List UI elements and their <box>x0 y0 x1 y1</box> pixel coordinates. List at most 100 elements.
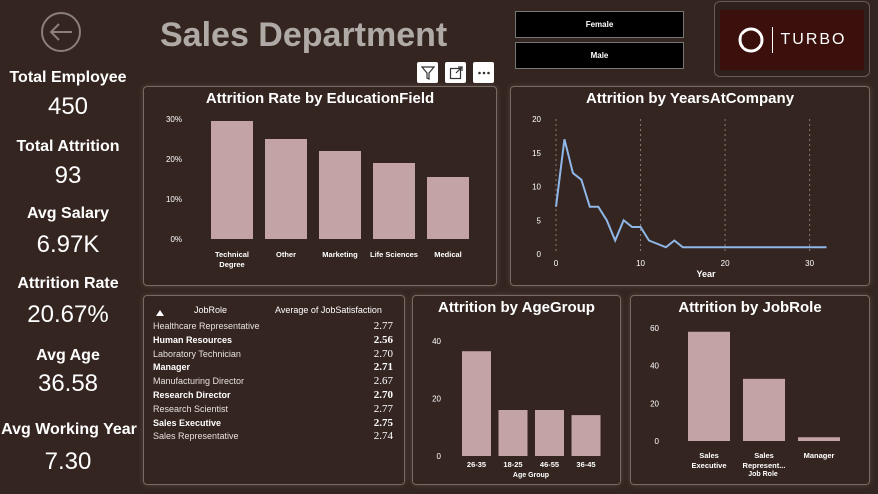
bar <box>743 378 785 441</box>
table-row[interactable]: Sales Executive 2.75 <box>153 416 393 431</box>
x-tick-label: 20 <box>721 259 730 268</box>
chart-education-panel[interactable]: Attrition Rate by EducationField 0% 10% 20… <box>143 86 497 286</box>
satisfaction-cell: 2.77 <box>373 320 393 332</box>
table-row[interactable]: Human Resources 2.56 <box>153 333 393 348</box>
chart-age-title: Attrition by AgeGroup <box>438 299 595 316</box>
bar <box>265 139 307 239</box>
table-row[interactable]: Manufacturing Director 2.67 <box>153 375 393 389</box>
kpi-avg-salary-label: Avg Salary <box>26 205 110 222</box>
x-tick-label: Technical <box>215 250 249 259</box>
bar <box>571 415 601 456</box>
y-tick-label: 20 <box>532 115 541 124</box>
chart-years-panel[interactable]: Attrition by YearsAtCompany 0 10 20 30 0 5 10 1… <box>510 86 870 286</box>
x-tick-label: Manager <box>804 451 835 460</box>
kpi-attrition-rate-value: 20.67% <box>27 301 109 328</box>
table-row[interactable]: Laboratory Technician 2.70 <box>153 347 393 362</box>
y-tick-label: 10 <box>532 183 541 192</box>
turbo-logo-icon <box>738 27 763 53</box>
satisfaction-cell: 2.70 <box>373 347 393 360</box>
chart-jobrole: 0204060SalesExecutiveSalesRepresent...Ma… <box>650 324 840 478</box>
filter-icon <box>420 65 435 80</box>
y-tick-label: 0 <box>655 437 660 446</box>
bar <box>427 177 469 239</box>
satisfaction-cell: 2.74 <box>373 430 393 443</box>
jobrole-cell: Sales Executive <box>153 417 222 428</box>
series-line <box>555 139 827 249</box>
expand-icon <box>449 65 463 79</box>
logo-divider <box>771 27 773 53</box>
y-tick-label: 15 <box>532 149 541 158</box>
back-button[interactable] <box>41 12 81 52</box>
chart-years-title: Attrition by YearsAtCompany <box>585 90 795 107</box>
y-tick-label: 20% <box>166 155 182 164</box>
table-row[interactable]: Manager 2.71 <box>153 361 393 375</box>
table-row[interactable]: Research Director 2.70 <box>153 389 393 403</box>
y-tick-label: 40 <box>432 337 441 346</box>
sort-ascending-icon[interactable] <box>156 310 164 316</box>
chart-jobrole-panel[interactable]: Attrition by JobRole 0 20 40 60 Sales Executi… <box>630 295 870 485</box>
slicer-female-button[interactable]: Female <box>515 11 684 38</box>
kpi-avg-working-year-label: Avg Working Year <box>1 421 137 438</box>
satisfaction-cell: 2.56 <box>373 333 393 346</box>
jobrole-cell: Human Resources <box>153 334 233 345</box>
y-tick-label: 5 <box>537 216 542 225</box>
x-tick-label: 18-25 <box>503 460 522 469</box>
jobrole-cell: Laboratory Technician <box>153 348 241 359</box>
kpi-avg-salary-value: 6.97K <box>36 231 100 258</box>
bar <box>535 410 564 456</box>
y-tick-label: 10% <box>166 195 182 204</box>
table-row[interactable]: Research Scientist 2.77 <box>153 403 393 417</box>
logo-frame: TURBO <box>714 1 870 77</box>
x-tick-label: 10 <box>636 259 645 268</box>
chart-education-title: Attrition Rate by EducationField <box>205 90 435 107</box>
satisfaction-cell: 2.75 <box>373 416 393 429</box>
x-tick-label: Medical <box>434 250 462 259</box>
y-tick-label: 40 <box>650 362 659 371</box>
table-row[interactable]: Sales Representative 2.74 <box>153 430 393 444</box>
more-options-button[interactable] <box>473 62 494 83</box>
x-axis-label: Age Group <box>513 472 549 479</box>
x-tick-label: Other <box>276 250 296 259</box>
x-tick-label: Sales <box>699 451 719 460</box>
chart-age-panel[interactable]: Attrition by AgeGroup 0 20 40 26-35 18-25 46-… <box>412 295 621 485</box>
table-header-satisfaction[interactable]: Average of JobSatisfaction <box>275 305 382 315</box>
x-tick-label: 46-55 <box>540 460 559 469</box>
x-tick-label: Degree <box>219 260 244 269</box>
x-tick-label: Marketing <box>322 250 358 259</box>
kpi-total-employee-label: Total Employee <box>9 69 127 86</box>
jobrole-cell: Manager <box>153 362 191 373</box>
x-tick-label: 0 <box>554 259 559 268</box>
y-tick-label: 60 <box>650 324 659 333</box>
kpi-total-attrition-label: Total Attrition <box>16 138 120 155</box>
more-icon <box>477 71 490 74</box>
table-header-jobrole[interactable]: JobRole <box>194 305 228 315</box>
x-tick-label: 26-35 <box>467 460 486 469</box>
kpi-avg-working-year-value: 7.30 <box>44 448 92 475</box>
bar <box>319 151 361 239</box>
x-tick-label: Executive <box>691 461 726 470</box>
focus-mode-button[interactable] <box>445 62 466 83</box>
bar <box>462 351 491 456</box>
kpi-attrition-rate-label: Attrition Rate <box>17 275 119 292</box>
bar <box>498 410 528 456</box>
table-body: Healthcare Representative 2.77 Human Resou… <box>144 320 404 451</box>
jobrole-table-panel[interactable]: JobRole Average of JobSatisfaction Healt… <box>143 295 405 485</box>
x-tick-label: Sales <box>754 451 774 460</box>
satisfaction-cell: 2.70 <box>373 389 393 401</box>
y-tick-label: 20 <box>432 395 441 404</box>
filter-button[interactable] <box>417 62 438 83</box>
table-row[interactable]: Healthcare Representative 2.77 <box>153 320 393 334</box>
chart-age: 0 20 40 26-35 18-25 46-55 36-45 Age Group <box>432 337 601 479</box>
jobrole-cell: Healthcare Representative <box>153 321 260 331</box>
slicer-male-button[interactable]: Male <box>515 42 684 69</box>
satisfaction-cell: 2.71 <box>373 361 393 374</box>
logo: TURBO <box>720 10 864 70</box>
chart-jobrole-title: Attrition by JobRole <box>678 299 822 316</box>
kpi-avg-age-value: 36.58 <box>37 370 99 397</box>
x-axis-label: Job Role <box>748 471 778 478</box>
chart-years: 0 10 20 30 0 5 10 15 20 Year <box>532 115 827 279</box>
x-axis-label: Year <box>696 269 716 279</box>
x-tick-label: Life Sciences <box>370 250 418 259</box>
x-tick-label: 30 <box>805 259 814 268</box>
